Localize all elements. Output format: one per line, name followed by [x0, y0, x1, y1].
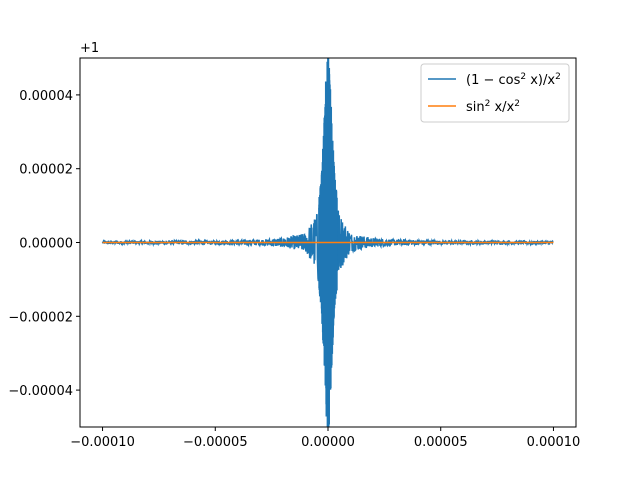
series-cos-form-spike	[318, 58, 338, 427]
legend-label-cos-form: (1 − cos2 x)/x2	[466, 72, 561, 88]
x-tick-label: −0.00010	[70, 435, 135, 450]
legend: (1 − cos2 x)/x2 sin2 x/x2	[420, 63, 570, 123]
y-tick-label: −0.00002	[8, 310, 73, 325]
plot-area	[101, 58, 554, 427]
x-tick-label: 0.00005	[414, 435, 468, 450]
x-tick-label: −0.00005	[183, 435, 248, 450]
y-tick-label: 0.00004	[19, 89, 73, 104]
x-tick-label: 0.00000	[301, 435, 355, 450]
x-axis: −0.00010 −0.00005 0.00000 0.00005 0.00010	[70, 427, 580, 450]
y-tick-label: 0.00002	[19, 163, 73, 178]
y-tick-label: −0.00004	[8, 384, 73, 399]
y-axis: −0.00004 −0.00002 0.00000 0.00002 0.00004	[8, 89, 80, 399]
x-tick-label: 0.00010	[527, 435, 581, 450]
y-axis-offset-label: +1	[80, 41, 99, 56]
legend-label-sin-form: sin2 x/x2	[466, 99, 520, 115]
y-tick-label: 0.00000	[19, 237, 73, 252]
legend-box	[420, 63, 570, 123]
